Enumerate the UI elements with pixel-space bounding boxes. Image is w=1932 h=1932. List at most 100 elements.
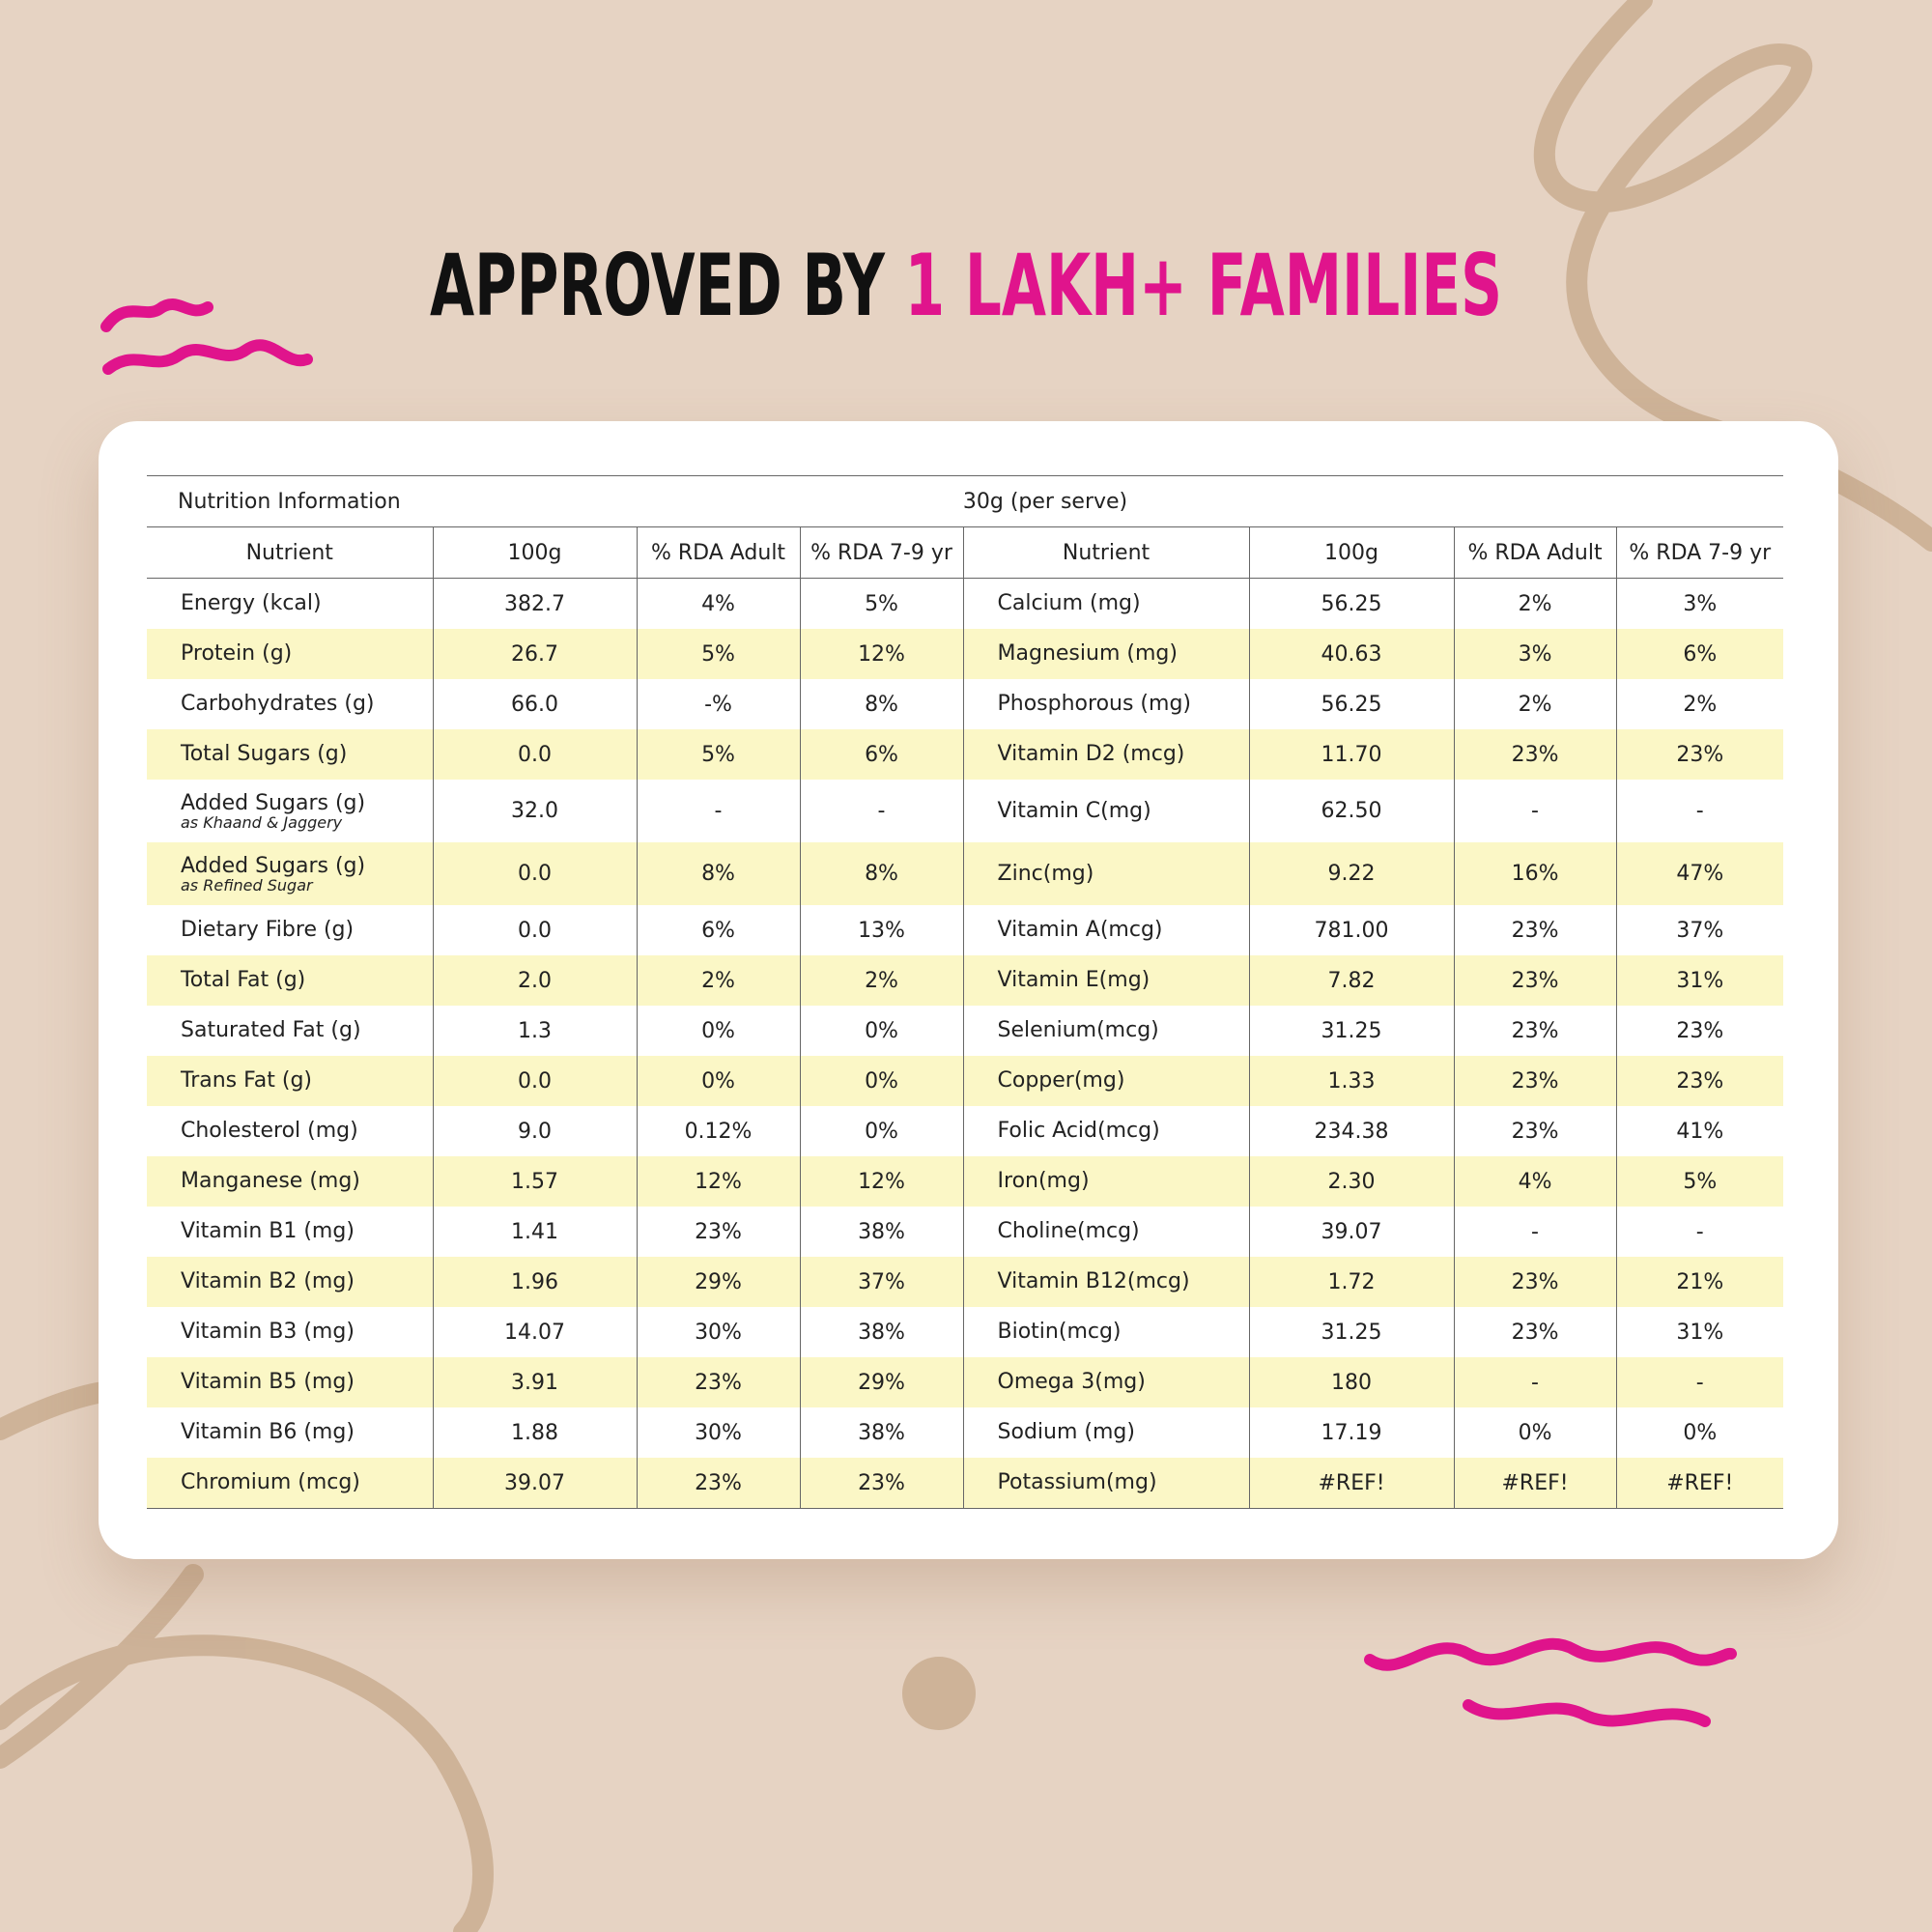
value-cell: 26.7: [432, 629, 638, 679]
value-cell: 7.82: [1248, 955, 1455, 1006]
nutrient-cell: Saturated Fat (g): [147, 1006, 433, 1056]
value-cell: 62.50: [1248, 780, 1455, 842]
nutrient-name: Protein (g): [181, 641, 293, 666]
data-row: Total Sugars (g) 0.0 5% 6% Vitamin D2 (mcg) 1…: [147, 729, 1784, 780]
nutrient-cell: Selenium(mcg): [962, 1006, 1250, 1056]
data-row: Chromium (mcg) 39.07 23% 23% Potassium(mg) #R…: [147, 1458, 1784, 1509]
value-cell: 38%: [799, 1207, 964, 1257]
nutrient-name: Carbohydrates (g): [181, 692, 375, 716]
nutrient-cell: Energy (kcal): [147, 579, 433, 630]
decor-squiggles: [100, 298, 1737, 1727]
data-row: Vitamin B2 (mg) 1.96 29% 37% Vitamin B12(mcg…: [147, 1257, 1784, 1307]
nutrient-name: Total Fat (g): [181, 968, 306, 992]
value-cell: 1.72: [1248, 1257, 1455, 1307]
value-cell: 39.07: [1248, 1207, 1455, 1257]
value-cell: 56.25: [1248, 679, 1455, 729]
headline-accent: 1 LAKH+ FAMILIES: [905, 236, 1502, 335]
nutrient-cell: Added Sugars (g) as Refined Sugar: [147, 842, 433, 905]
value-cell: 21%: [1615, 1257, 1784, 1307]
value-cell: 382.7: [432, 578, 638, 629]
nutrient-cell: Cholesterol (mg): [147, 1106, 433, 1156]
value-cell: 8%: [636, 842, 801, 905]
nutrient-name: Phosphorous (mg): [997, 692, 1191, 716]
nutrient-name: Added Sugars (g): [181, 790, 366, 815]
value-cell: 23%: [799, 1458, 964, 1509]
nutrient-name: Trans Fat (g): [181, 1068, 312, 1093]
value-cell: -: [1615, 780, 1784, 842]
value-cell: -: [799, 780, 964, 842]
header-row: Nutrient 100g% RDA Adult% RDA 7-9 yr Nutri…: [147, 526, 1784, 579]
value-cell: 2%: [799, 955, 964, 1006]
nutrient-cell: Total Fat (g): [147, 955, 433, 1006]
nutrient-name: Manganese (mg): [181, 1169, 360, 1193]
value-cell: 1.96: [432, 1257, 638, 1307]
data-row: Total Fat (g) 2.0 2% 2% Vitamin E(mg) 7.82 23%…: [147, 955, 1784, 1006]
nutrient-name: Cholesterol (mg): [181, 1119, 358, 1143]
value-cell: 37%: [1615, 905, 1784, 955]
value-cell: -: [1453, 780, 1617, 842]
value-cell: 23%: [1615, 729, 1784, 780]
nutrient-name: Vitamin B1 (mg): [181, 1219, 355, 1243]
nutrient-cell: Dietary Fibre (g): [147, 905, 433, 955]
value-cell: 31.25: [1248, 1006, 1455, 1056]
value-cell: 0.0: [432, 729, 638, 780]
nutrient-cell: Choline(mcg): [962, 1207, 1250, 1257]
value-cell: #REF!: [1453, 1458, 1617, 1509]
value-cell: 0.0: [432, 1056, 638, 1106]
value-cell: 0%: [799, 1106, 964, 1156]
value-cell: -: [1615, 1357, 1784, 1407]
column-header: % RDA Adult: [1453, 526, 1617, 579]
value-cell: 2%: [1453, 679, 1617, 729]
value-cell: 32.0: [432, 780, 638, 842]
value-cell: 23%: [1453, 1006, 1617, 1056]
nutrient-name: Vitamin B2 (mg): [181, 1269, 355, 1293]
value-cell: 0.0: [432, 842, 638, 905]
value-cell: 0.0: [432, 905, 638, 955]
nutrient-cell: Vitamin D2 (mcg): [962, 729, 1250, 780]
column-header: % RDA 7-9 yr: [1615, 526, 1784, 579]
nutrient-note: as Khaand & Jaggery: [181, 812, 343, 832]
nutrient-name: Vitamin B3 (mg): [181, 1320, 355, 1344]
value-cell: 0%: [799, 1056, 964, 1106]
nutrient-cell: Copper(mg): [962, 1056, 1250, 1106]
value-cell: 56.25: [1248, 578, 1455, 629]
nutrient-cell: Manganese (mg): [147, 1156, 433, 1207]
nutrient-name: Choline(mcg): [997, 1219, 1140, 1243]
value-cell: 5%: [1615, 1156, 1784, 1207]
value-cell: 3.91: [432, 1357, 638, 1407]
value-cell: 12%: [799, 629, 964, 679]
value-cell: 41%: [1615, 1106, 1784, 1156]
serving: 30g (per serve): [637, 475, 1455, 527]
value-cell: 3%: [1453, 629, 1617, 679]
value-cell: -: [1453, 1207, 1617, 1257]
value-cell: 29%: [636, 1257, 801, 1307]
value-cell: 23%: [1453, 1257, 1617, 1307]
value-cell: 5%: [636, 729, 801, 780]
value-cell: 4%: [1453, 1156, 1617, 1207]
value-cell: 8%: [799, 842, 964, 905]
nutrient-name: Vitamin B12(mcg): [997, 1269, 1190, 1293]
value-cell: 180: [1248, 1357, 1455, 1407]
nutrient-cell: Sodium (mg): [962, 1407, 1250, 1458]
column-header: % RDA Adult: [636, 526, 801, 579]
value-cell: 39.07: [432, 1458, 638, 1509]
value-cell: 0.12%: [636, 1106, 801, 1156]
nutrient-name: Vitamin C(mg): [997, 798, 1151, 823]
value-cell: 23%: [1453, 1307, 1617, 1357]
nutrient-name: Iron(mg): [997, 1169, 1090, 1193]
value-cell: 781.00: [1248, 905, 1455, 955]
decor-dot: [902, 1657, 976, 1730]
data-row: Dietary Fibre (g) 0.0 6% 13% Vitamin A(mcg) 7…: [147, 905, 1784, 955]
value-cell: 0%: [1615, 1407, 1784, 1458]
data-row: Carbohydrates (g) 66.0 -% 8% Phosphorous (mg…: [147, 679, 1784, 729]
value-cell: 23%: [636, 1458, 801, 1509]
nutrient-cell: Magnesium (mg): [962, 629, 1250, 679]
value-cell: 1.41: [432, 1207, 638, 1257]
nutrient-name: Potassium(mg): [997, 1470, 1157, 1494]
value-cell: 13%: [799, 905, 964, 955]
value-cell: 23%: [1453, 729, 1617, 780]
value-cell: 40.63: [1248, 629, 1455, 679]
value-cell: 5%: [636, 629, 801, 679]
nutrient-name: Vitamin D2 (mcg): [997, 742, 1185, 766]
value-cell: 31%: [1615, 1307, 1784, 1357]
